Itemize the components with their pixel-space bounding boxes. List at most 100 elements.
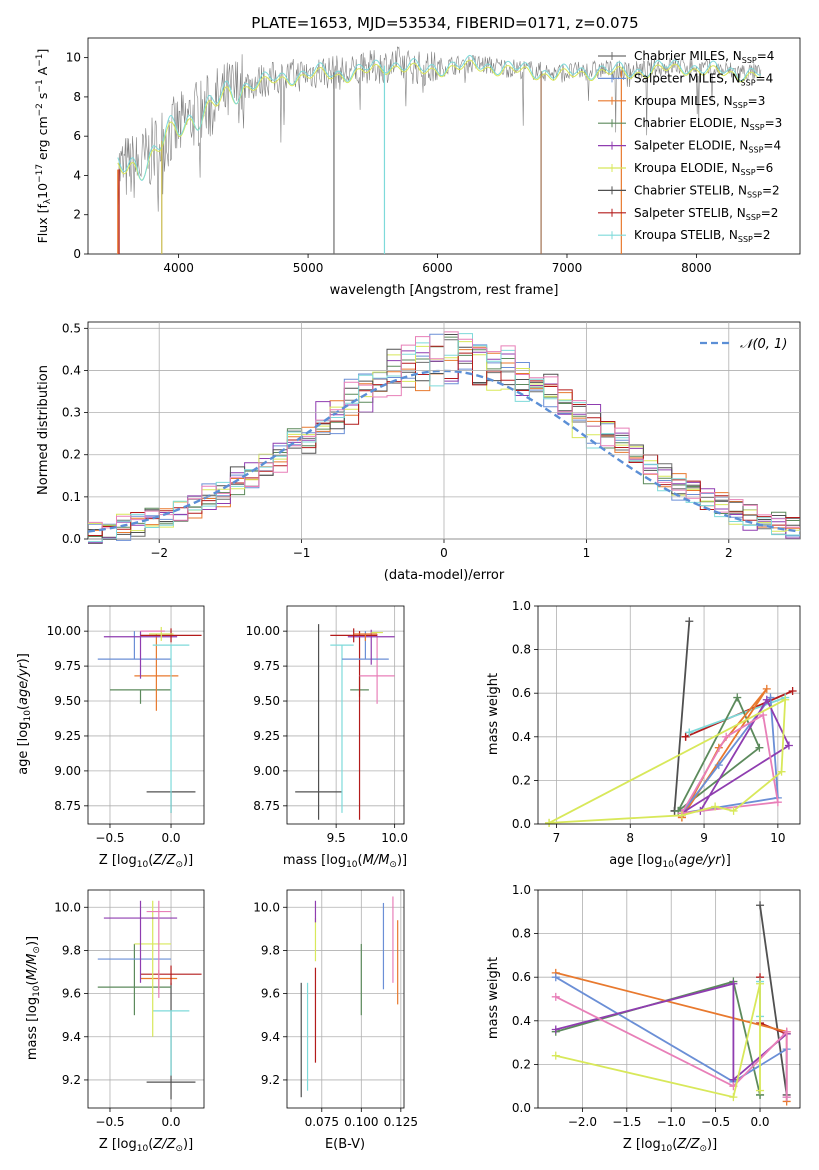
- weight-series-line: [681, 688, 768, 818]
- age-z-ylabel: age [log10(age/yr)]: [16, 653, 33, 775]
- weight-marker: [729, 1093, 738, 1102]
- legend-label: Salpeter MILES, NSSP=4: [634, 71, 773, 87]
- weight-marker: [782, 1093, 791, 1102]
- panel-ytick-label: 1.0: [512, 599, 531, 613]
- spectrum-plot: [117, 46, 762, 254]
- residuals-xtick-label: 0: [440, 546, 448, 560]
- weight-marker: [681, 732, 690, 741]
- panel-ytick-label: 9.6: [62, 987, 81, 1001]
- weight-marker: [777, 767, 786, 776]
- residuals-xtick-label: 2: [725, 546, 733, 560]
- age-z-xlabel: Z [log10(Z/Z⊙)]: [99, 853, 193, 870]
- spectrum-axes: 4000 5000 6000 7000 8000 0 2 4 6 8 10: [66, 51, 712, 275]
- panel-frame: [286, 889, 405, 1109]
- panel-xtick-label: −0.5: [95, 1115, 124, 1129]
- weight-marker: [545, 818, 554, 827]
- weight-marker: [756, 901, 765, 910]
- panel-ytick-label: 10.00: [246, 624, 280, 638]
- weight-age-ylabel: mass weight: [486, 673, 501, 755]
- weight-series-line: [555, 983, 761, 1099]
- panel-ytick-label: 0.4: [512, 730, 531, 744]
- weight-z-xlabel: Z [log10(Z/Z⊙)]: [623, 1137, 717, 1154]
- panel-ytick-label: 9.2: [62, 1073, 81, 1087]
- mass-z-xlabel: Z [log10(Z/Z⊙)]: [99, 1137, 193, 1154]
- panel-ytick-label: 9.75: [54, 659, 81, 673]
- panel-ytick-label: 8.75: [54, 799, 81, 813]
- weight-marker: [762, 695, 771, 704]
- panel-ytick-label: 9.00: [253, 764, 280, 778]
- panel-ytick-label: 0.8: [512, 643, 531, 657]
- panel-frame: [537, 889, 801, 1109]
- residuals-ytick-label: 0.0: [62, 532, 81, 546]
- panel-ytick-label: 8.75: [253, 799, 280, 813]
- panel-xtick-label: 0.0: [161, 831, 180, 845]
- spectrum-ytick-label: 10: [66, 51, 81, 65]
- weight-series-line: [548, 698, 787, 824]
- panel-xtick-label: 0.100: [344, 1115, 378, 1129]
- panel-frame: [87, 605, 205, 825]
- weight-marker: [781, 695, 790, 704]
- panel-ytick-label: 9.4: [261, 1030, 280, 1044]
- weight-marker: [685, 617, 694, 626]
- weight-marker: [714, 761, 723, 770]
- normal-legend-label: 𝒩(0, 1): [740, 337, 787, 352]
- panel-ytick-label: 9.50: [253, 694, 280, 708]
- mass-z-ylabel: mass [log10(M/M⊙)]: [25, 936, 42, 1060]
- mass-vs-metallicity-panel: −0.5 0.0 9.2 9.4 9.6 9.8 10.0: [54, 889, 205, 1129]
- age-vs-mass-panel: 9.5 10.0 8.75 9.00 9.25 9.50 9.75 10.00: [246, 605, 408, 845]
- panel-ytick-label: 0.0: [512, 817, 531, 831]
- weight-marker: [756, 1086, 765, 1095]
- residuals-ylabel: Normed distribution: [36, 365, 51, 495]
- panel-ytick-label: 1.0: [512, 883, 531, 897]
- residuals-ytick-label: 0.5: [62, 321, 81, 335]
- spectrum-xtick-label: 6000: [422, 261, 453, 275]
- panel-ytick-label: 0.6: [512, 686, 531, 700]
- panel-xtick-label: 10.0: [381, 831, 408, 845]
- panel-ytick-label: 10.0: [54, 900, 81, 914]
- weight-marker: [551, 992, 560, 1001]
- spectrum-model-line: [117, 59, 762, 181]
- panel-ytick-label: 9.2: [261, 1073, 280, 1087]
- residuals-ytick-label: 0.1: [62, 490, 81, 504]
- weight-marker: [755, 743, 764, 752]
- weight-marker: [551, 1051, 560, 1060]
- spectrum-frame: [87, 37, 801, 255]
- weight-marker: [551, 973, 560, 982]
- panel-ytick-label: 0.8: [512, 927, 531, 941]
- panel-xtick-label: 0.075: [305, 1115, 339, 1129]
- panel-xtick-label: −0.5: [95, 831, 124, 845]
- legend-label: Salpeter ELODIE, NSSP=4: [634, 139, 781, 155]
- weight-marker: [722, 732, 731, 741]
- panel-ytick-label: 9.6: [261, 987, 280, 1001]
- panel-ytick-label: 0.2: [512, 1057, 531, 1071]
- panel-frame: [286, 605, 405, 825]
- panel-xtick-label: 9.5: [327, 831, 346, 845]
- weight-vs-age-panel: 7 8 9 10 0.0 0.2 0.4 0.6 0.8 1.0: [512, 599, 801, 845]
- panel-xtick-label: 0.0: [161, 1115, 180, 1129]
- spectrum-xtick-label: 7000: [552, 261, 583, 275]
- panel-ytick-label: 0.0: [512, 1101, 531, 1115]
- weight-series-line: [759, 905, 788, 1096]
- panel-xtick-label: 10: [770, 831, 785, 845]
- panel-xtick-label: −1.5: [612, 1115, 641, 1129]
- weight-marker: [711, 802, 720, 811]
- residuals-ytick-label: 0.4: [62, 363, 81, 377]
- panel-xtick-label: −0.5: [701, 1115, 730, 1129]
- panel-xtick-label: 8: [626, 831, 634, 845]
- spectrum-ytick-label: 4: [73, 168, 81, 182]
- residuals-ytick-label: 0.3: [62, 406, 81, 420]
- residuals-panel: −2 −1 0 1 2 0.0 0.1 0.2 0.3 0.4 0.5 𝒩(0, 1) (data-…: [36, 321, 801, 583]
- spectrum-panel: 4000 5000 6000 7000 8000 0 2 4 6 8 10 Chabrier MIL…: [35, 37, 801, 298]
- weight-z-ylabel: mass weight: [486, 957, 501, 1039]
- residuals-ytick-label: 0.2: [62, 448, 81, 462]
- weight-marker: [759, 711, 768, 719]
- weight-marker: [685, 728, 694, 737]
- spectrum-xtick-label: 8000: [681, 261, 712, 275]
- spectrum-ylabel: Flux [fλ10−17 erg cm−2 s−1 A−1]: [35, 49, 53, 244]
- weight-marker: [551, 1025, 560, 1034]
- weight-marker: [762, 684, 771, 693]
- weight-marker: [782, 1027, 791, 1036]
- panel-xtick-label: 9: [700, 831, 708, 845]
- panel-frame: [87, 889, 205, 1109]
- weight-marker: [729, 806, 738, 815]
